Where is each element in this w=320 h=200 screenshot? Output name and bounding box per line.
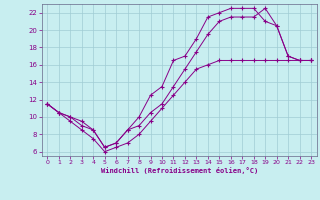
X-axis label: Windchill (Refroidissement éolien,°C): Windchill (Refroidissement éolien,°C) xyxy=(100,167,258,174)
